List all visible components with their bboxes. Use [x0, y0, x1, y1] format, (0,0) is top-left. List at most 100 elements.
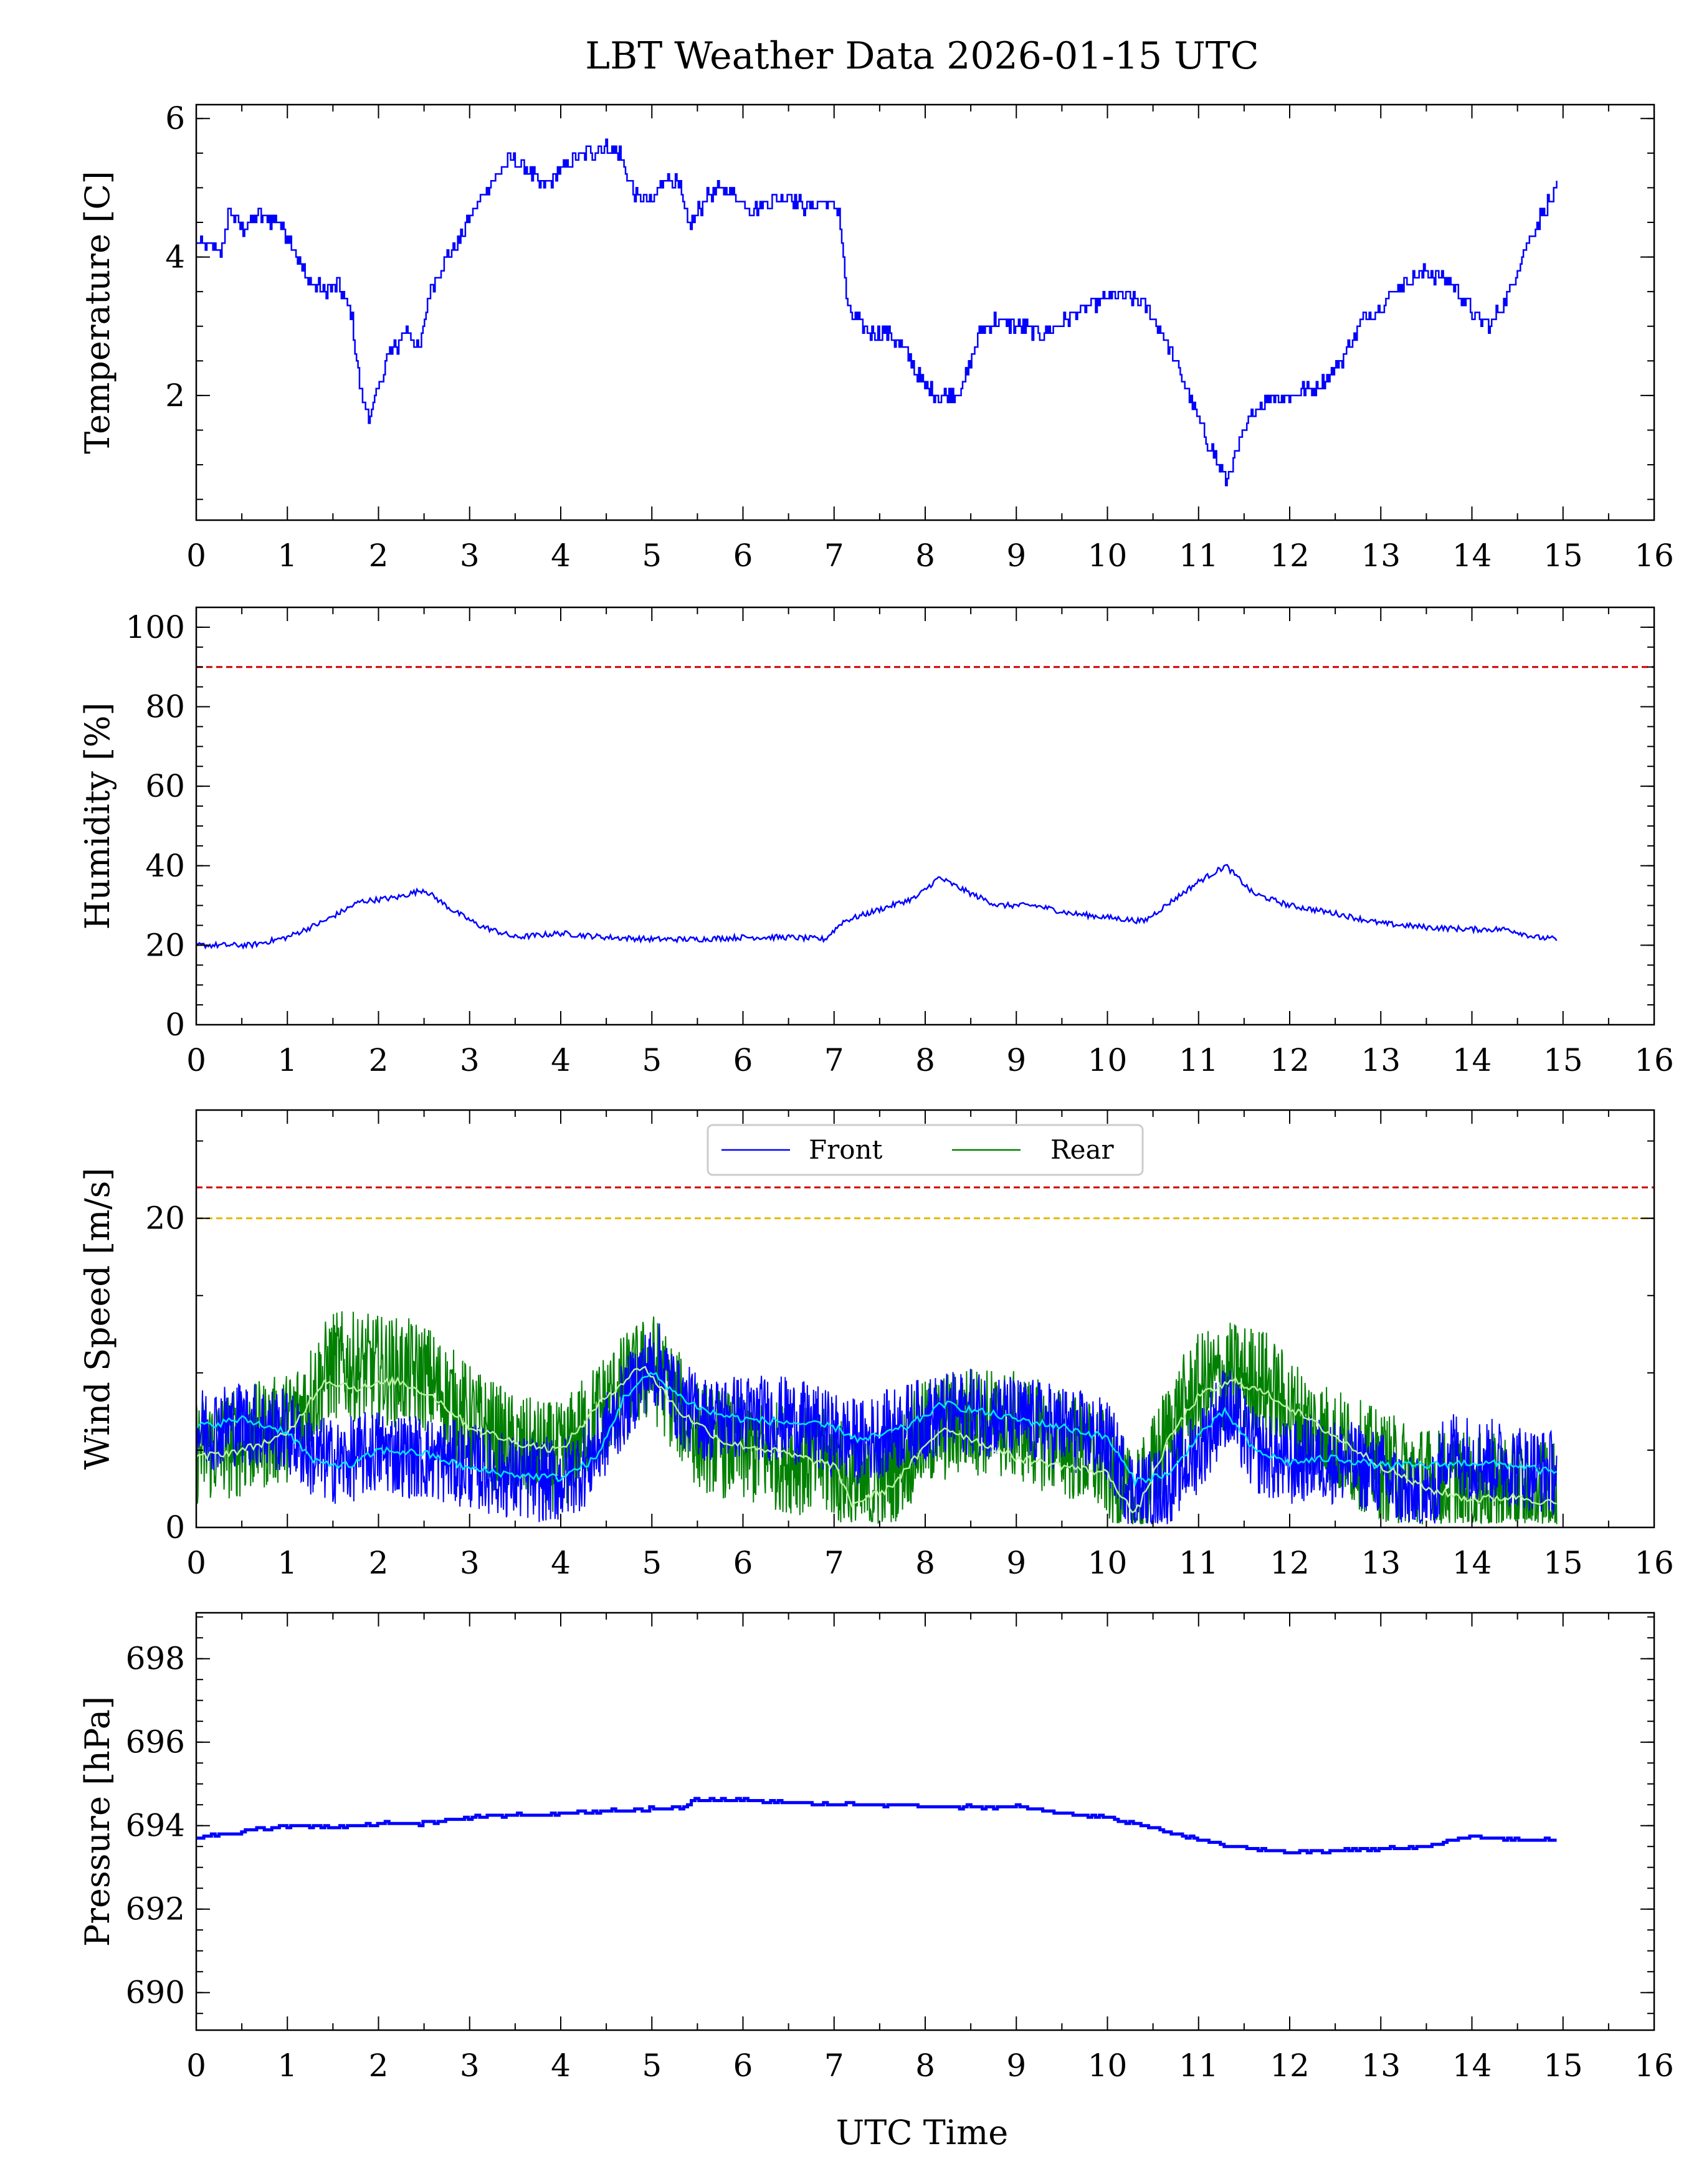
x-tick-label: 9 — [1006, 1545, 1026, 1581]
x-tick-label: 8 — [915, 538, 935, 574]
series-rear-line — [196, 1311, 1558, 1525]
series-group — [196, 138, 1558, 487]
legend-box — [707, 1124, 1144, 1176]
x-tick-label: 10 — [1088, 1042, 1128, 1078]
x-tick-label: 2 — [369, 1545, 389, 1581]
x-tick-label: 4 — [551, 1545, 571, 1581]
y-tick-label: 60 — [145, 768, 185, 804]
x-tick-label: 16 — [1634, 1545, 1674, 1581]
figure-title: LBT Weather Data 2026-01-15 UTC — [585, 34, 1259, 78]
legend: Front Rear — [707, 1124, 1144, 1176]
x-tick-label: 2 — [369, 2048, 389, 2084]
series-pressure-line — [196, 1797, 1557, 1854]
x-tick-label: 4 — [551, 2048, 571, 2084]
x-tick-label: 3 — [460, 2048, 480, 2084]
series-group — [196, 1797, 1557, 1854]
x-tick-label: 2 — [369, 538, 389, 574]
x-tick-label: 15 — [1543, 1545, 1583, 1581]
x-tick-label: 16 — [1634, 2048, 1674, 2084]
y-tick-label: 694 — [126, 1808, 185, 1844]
x-tick-label: 1 — [277, 538, 297, 574]
legend-front-label: Front — [809, 1134, 883, 1165]
panel-humidity: 0 1 2 3 4 5 6 7 8 9 10 11 12 13 14 15 16020406080100Humi… — [78, 606, 1674, 1078]
x-tick-label: 6 — [733, 2048, 753, 2084]
x-tick-label: 1 — [277, 1545, 297, 1581]
series-group — [196, 863, 1558, 950]
x-tick-label: 8 — [915, 2048, 935, 2084]
x-tick-label: 12 — [1270, 538, 1310, 574]
series-group — [196, 1311, 1558, 1525]
y-tick-label: 698 — [126, 1641, 185, 1677]
x-tick-label: 8 — [915, 1042, 935, 1078]
plot-frame — [195, 103, 1655, 521]
x-tick-label: 7 — [824, 2048, 844, 2084]
x-tick-label: 4 — [551, 538, 571, 574]
y-tick-label: 20 — [145, 1200, 185, 1237]
x-tick-label: 12 — [1270, 1042, 1310, 1078]
x-tick-label: 1 — [277, 2048, 297, 2084]
x-tick-label: 10 — [1088, 1545, 1128, 1581]
y-tick-label: 20 — [145, 927, 185, 963]
x-tick-label: 5 — [642, 1545, 662, 1581]
x-tick-label: 13 — [1361, 1545, 1401, 1581]
x-tick-label: 7 — [824, 1545, 844, 1581]
x-tick-label: 9 — [1006, 1042, 1026, 1078]
x-tick-label: 9 — [1006, 538, 1026, 574]
x-tick-label: 5 — [642, 2048, 662, 2084]
x-tick-label: 3 — [460, 1042, 480, 1078]
y-tick-label: 0 — [165, 1509, 185, 1545]
series-front-average-line — [196, 1372, 1558, 1488]
x-tick-label: 0 — [186, 1545, 206, 1581]
y-tick-label: 4 — [165, 239, 185, 275]
x-tick-label: 1 — [277, 1042, 297, 1078]
x-tick-label: 10 — [1088, 538, 1128, 574]
x-tick-label: 11 — [1179, 1042, 1219, 1078]
x-tick-label: 11 — [1179, 2048, 1219, 2084]
y-axis-label: Humidity [%] — [78, 702, 117, 929]
x-tick-label: 12 — [1270, 2048, 1310, 2084]
y-tick-label: 692 — [126, 1891, 185, 1927]
x-tick-label: 7 — [824, 538, 844, 574]
y-tick-label: 2 — [165, 377, 185, 414]
y-tick-label: 6 — [165, 100, 185, 136]
x-tick-label: 6 — [733, 1042, 753, 1078]
x-tick-label: 11 — [1179, 538, 1219, 574]
x-tick-label: 0 — [186, 2048, 206, 2084]
x-tick-label: 15 — [1543, 1042, 1583, 1078]
x-tick-label: 13 — [1361, 538, 1401, 574]
plot-frame — [195, 606, 1655, 1026]
x-tick-label: 7 — [824, 1042, 844, 1078]
plot-frame — [195, 1612, 1655, 2031]
x-axis-label: UTC Time — [836, 2113, 1008, 2152]
x-tick-label: 13 — [1361, 2048, 1401, 2084]
x-tick-label: 16 — [1634, 538, 1674, 574]
series-rear-average-line — [196, 1365, 1557, 1514]
y-tick-label: 40 — [145, 848, 185, 884]
x-tick-label: 4 — [551, 1042, 571, 1078]
x-tick-label: 12 — [1270, 1545, 1310, 1581]
y-tick-label: 696 — [126, 1724, 185, 1760]
x-tick-label: 0 — [186, 538, 206, 574]
x-tick-label: 16 — [1634, 1042, 1674, 1078]
x-tick-label: 15 — [1543, 538, 1583, 574]
x-tick-label: 3 — [460, 538, 480, 574]
x-tick-label: 15 — [1543, 2048, 1583, 2084]
x-tick-label: 8 — [915, 1545, 935, 1581]
x-tick-label: 2 — [369, 1042, 389, 1078]
x-tick-label: 0 — [186, 1042, 206, 1078]
y-tick-label: 100 — [126, 609, 185, 645]
series-temperature-line — [196, 138, 1558, 487]
x-tick-label: 9 — [1006, 2048, 1026, 2084]
y-axis-label: Temperature [C] — [78, 171, 117, 453]
y-axis-label: Wind Speed [m/s] — [78, 1168, 117, 1470]
y-tick-label: 80 — [145, 689, 185, 725]
y-tick-label: 690 — [126, 1975, 185, 2011]
x-tick-label: 5 — [642, 538, 662, 574]
x-tick-label: 10 — [1088, 2048, 1128, 2084]
x-tick-label: 6 — [733, 1545, 753, 1581]
y-axis-label: Pressure [hPa] — [78, 1696, 117, 1947]
legend-rear-label: Rear — [1050, 1134, 1115, 1165]
panel-pressure: 0 1 2 3 4 5 6 7 8 9 10 11 12 13 14 15 16690692694696698P… — [78, 1612, 1674, 2084]
